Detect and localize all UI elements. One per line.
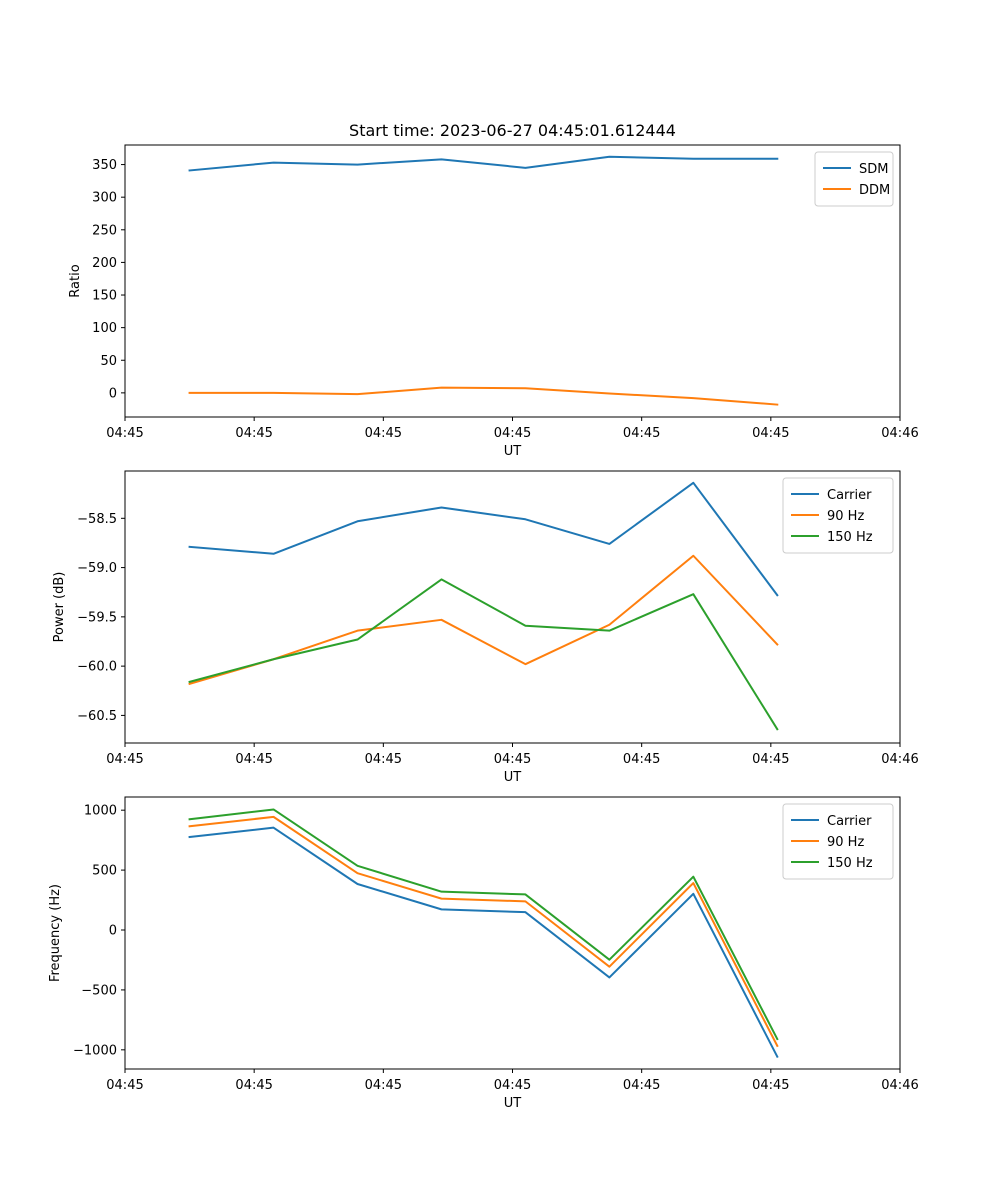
x-tick-label: 04:45 [365, 752, 402, 767]
series-line-90-hz [188, 815, 779, 1048]
y-tick-label: 500 [92, 864, 117, 879]
x-axis-label: UT [504, 1096, 522, 1111]
series-line-ddm [188, 386, 779, 406]
x-tick-label: 04:45 [365, 426, 402, 441]
legend-entry-label: SDM [859, 162, 888, 177]
y-tick-label: 350 [92, 158, 117, 173]
y-tick-label: −58.5 [77, 512, 117, 527]
x-tick-label: 04:45 [623, 752, 660, 767]
y-tick-label: 200 [92, 256, 117, 271]
legend-entry-label: 150 Hz [827, 856, 873, 871]
y-tick-label: −59.5 [77, 610, 117, 625]
x-tick-label: 04:46 [881, 1078, 918, 1093]
series-line-sdm [188, 155, 779, 172]
x-tick-label: 04:45 [752, 1078, 789, 1093]
figure-title: Start time: 2023-06-27 04:45:01.612444 [349, 121, 676, 140]
legend-box [782, 477, 894, 554]
legend-entry-label: 150 Hz [827, 530, 873, 545]
legend: Carrier 90 Hz 150 Hz [782, 803, 894, 880]
legend-box [782, 803, 894, 880]
y-tick-label: −500 [81, 983, 117, 998]
y-tick-label: −60.5 [77, 709, 117, 724]
y-tick-label: 300 [92, 191, 117, 206]
y-axis-label: Power (dB) [52, 572, 67, 643]
series-line-150-hz [188, 808, 779, 1041]
y-tick-label: 50 [100, 354, 117, 369]
x-tick-label: 04:45 [235, 752, 272, 767]
x-tick-label: 04:45 [106, 426, 143, 441]
legend-entry-label: DDM [859, 183, 890, 198]
y-tick-label: −60.0 [77, 660, 117, 675]
legend-entry-label: Carrier [827, 814, 872, 829]
x-tick-label: 04:45 [365, 1078, 402, 1093]
ratio-panel: 04:45 04:45 04:45 04:45 04:45 04:45 04:46 0 50 10… [68, 144, 919, 459]
x-tick-label: 04:45 [235, 426, 272, 441]
series-line-150-hz [188, 578, 779, 731]
x-tick-label: 04:45 [752, 426, 789, 441]
y-axis-label: Frequency (Hz) [48, 884, 63, 982]
legend-box [814, 151, 894, 207]
y-tick-label: −59.0 [77, 561, 117, 576]
legend: SDM DDM [814, 151, 894, 207]
x-tick-label: 04:45 [494, 752, 531, 767]
y-tick-label: −1000 [73, 1043, 117, 1058]
x-tick-label: 04:45 [235, 1078, 272, 1093]
series-line-carrier [188, 481, 779, 597]
y-tick-label: 0 [109, 924, 117, 939]
y-tick-label: 100 [92, 321, 117, 336]
x-tick-label: 04:45 [623, 1078, 660, 1093]
x-axis-label: UT [504, 770, 522, 785]
y-tick-label: 150 [92, 289, 117, 304]
frequency-panel: 04:45 04:45 04:45 04:45 04:45 04:45 04:46 −1000… [48, 796, 919, 1111]
x-tick-label: 04:46 [881, 426, 918, 441]
legend-entry-label: 90 Hz [827, 835, 864, 850]
y-tick-label: 250 [92, 223, 117, 238]
power-panel: 04:45 04:45 04:45 04:45 04:45 04:45 04:46 −60.5… [52, 470, 919, 785]
x-tick-label: 04:46 [881, 752, 918, 767]
series-line-carrier [188, 826, 779, 1059]
x-axis-label: UT [504, 444, 522, 459]
x-tick-label: 04:45 [106, 1078, 143, 1093]
y-tick-label: 0 [109, 386, 117, 401]
x-tick-label: 04:45 [623, 426, 660, 441]
x-tick-label: 04:45 [494, 426, 531, 441]
x-tick-label: 04:45 [106, 752, 143, 767]
x-tick-label: 04:45 [494, 1078, 531, 1093]
series-line-90-hz [188, 554, 779, 686]
legend-entry-label: Carrier [827, 488, 872, 503]
legend: Carrier 90 Hz 150 Hz [782, 477, 894, 554]
legend-entry-label: 90 Hz [827, 509, 864, 524]
x-tick-label: 04:45 [752, 752, 789, 767]
y-tick-label: 1000 [84, 804, 117, 819]
y-axis-label: Ratio [68, 264, 83, 297]
